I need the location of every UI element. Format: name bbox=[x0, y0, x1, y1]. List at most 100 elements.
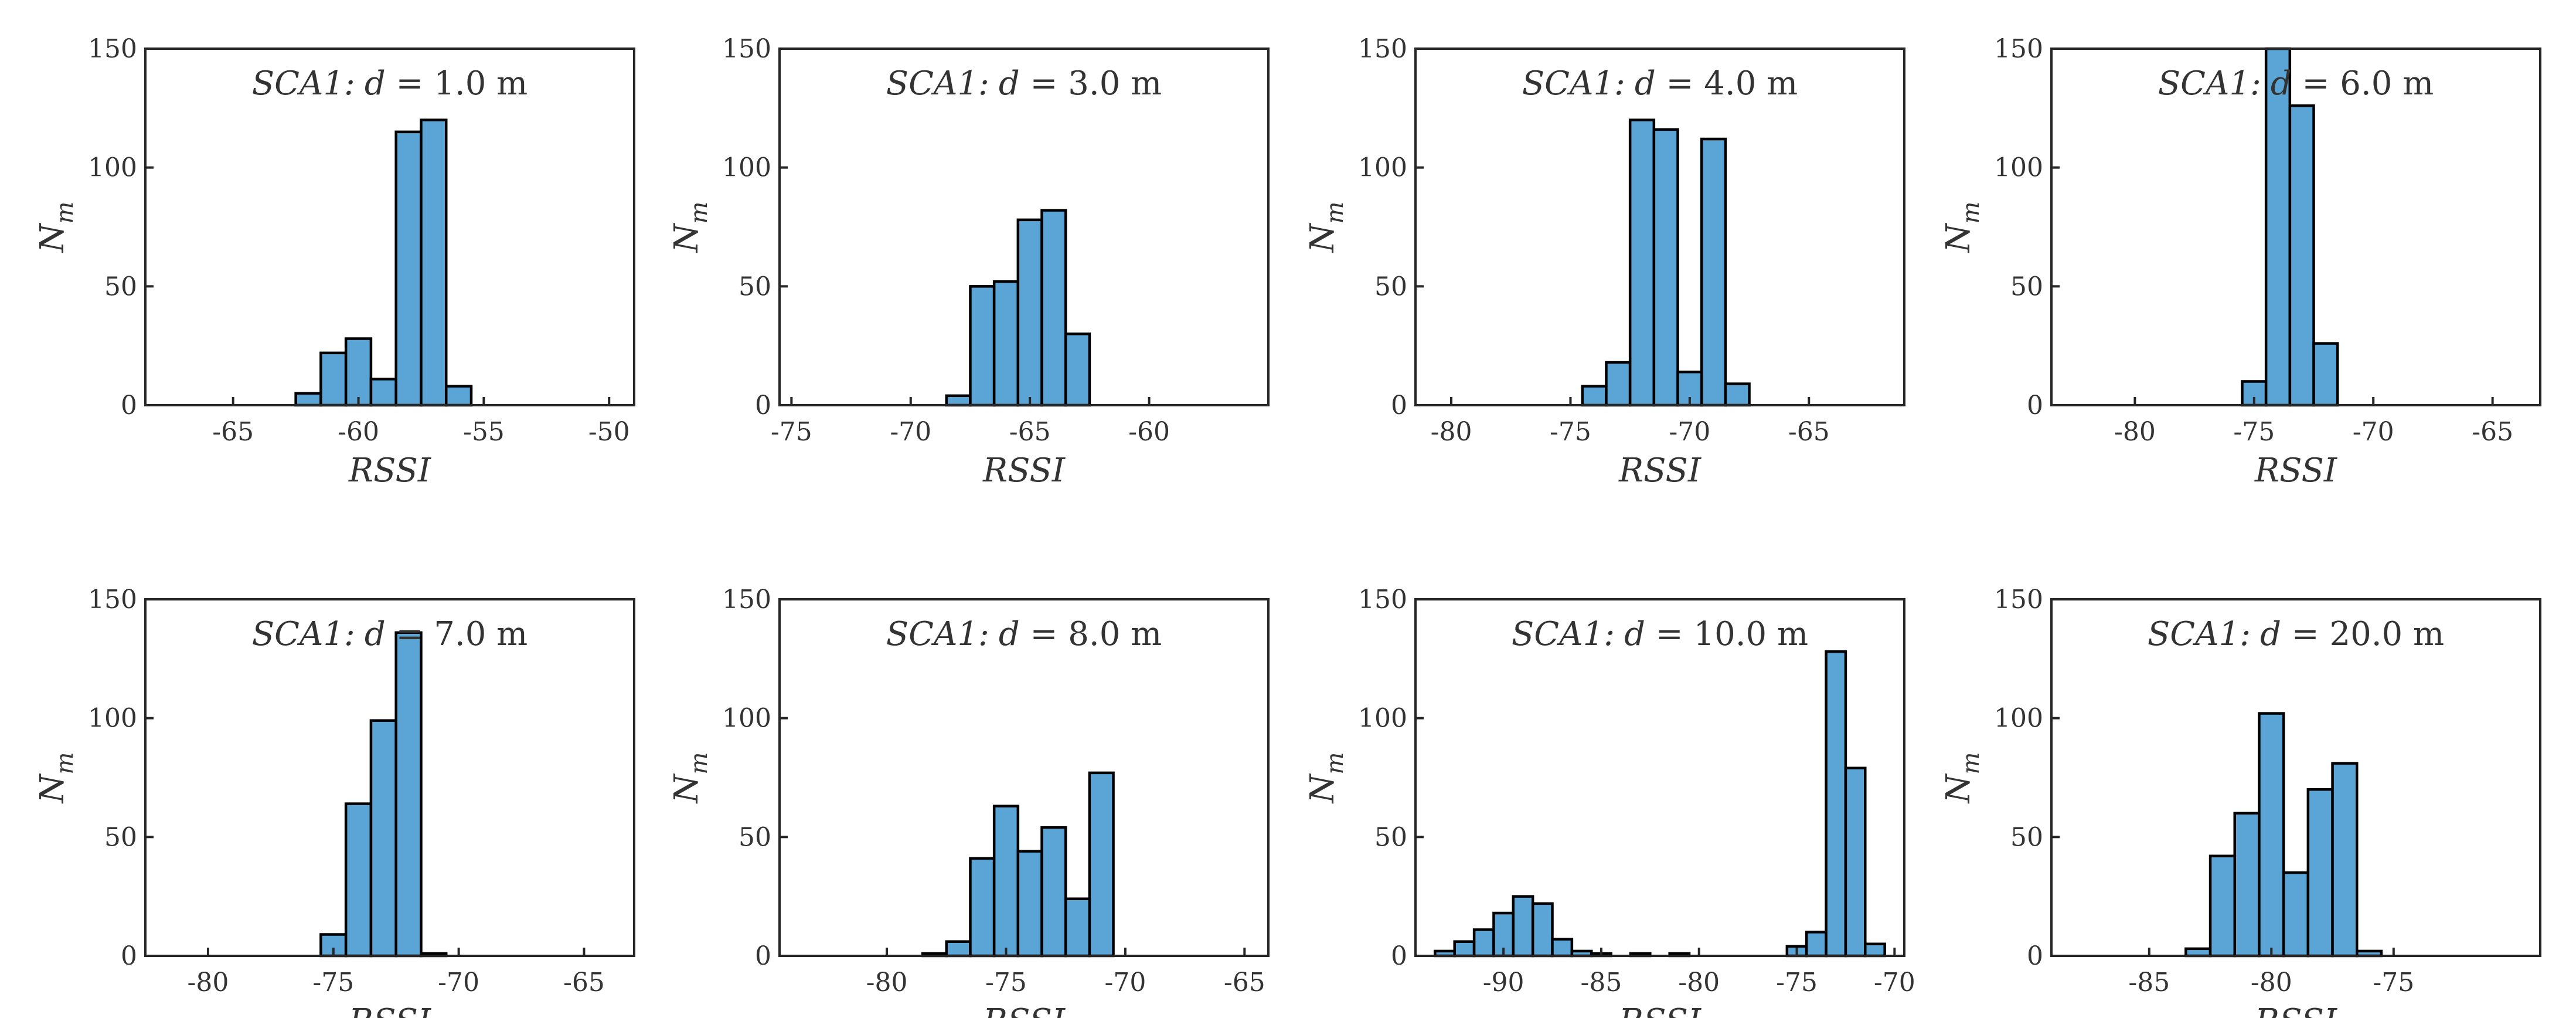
y-tick-label: 0 bbox=[755, 391, 771, 420]
title-value: 4.0 m bbox=[1704, 65, 1798, 103]
y-tick-label: 0 bbox=[121, 941, 137, 971]
histogram-bar bbox=[1064, 332, 1091, 407]
histogram-bar bbox=[1605, 361, 1632, 407]
x-tick-label: -70 bbox=[1669, 417, 1710, 447]
histogram-bar bbox=[1864, 942, 1886, 958]
y-tick-label: 50 bbox=[104, 822, 137, 852]
histogram-panel: 0 50 100 150 -80 -75 -70 -65 RSSI Nm SCA1: d = 7.0 … bbox=[33, 585, 635, 1018]
histogram-bar bbox=[1825, 650, 1847, 958]
y-tick-label: 150 bbox=[1358, 34, 1407, 64]
histogram-bar bbox=[2282, 871, 2310, 958]
title-value: 20.0 m bbox=[2329, 615, 2444, 653]
y-axis-label: Nm bbox=[668, 752, 713, 805]
title-value: 8.0 m bbox=[1068, 615, 1162, 653]
histogram-panel: 0 50 100 150 -80 -75 -70 -65 RSSI Nm SCA1: d = 4.0 … bbox=[1304, 34, 1905, 490]
title-prefix: SCA1: bbox=[2148, 615, 2251, 653]
title-variable: d bbox=[1635, 65, 1656, 103]
y-tick-label: 50 bbox=[1374, 822, 1407, 852]
histogram-bar bbox=[344, 802, 373, 958]
histogram-bar bbox=[1040, 209, 1067, 407]
y-tick-label: 50 bbox=[739, 272, 771, 301]
title-equals: = bbox=[2281, 615, 2330, 653]
y-tick-label: 150 bbox=[1358, 585, 1407, 615]
x-tick-label: -75 bbox=[312, 968, 354, 997]
histogram-panel: 0 50 100 150 -80 -75 -70 -65 RSSI Nm SCA1: d = 6.0 … bbox=[1939, 34, 2541, 490]
histogram-bar bbox=[444, 385, 473, 407]
histogram-bar bbox=[1700, 137, 1727, 407]
histogram-bar bbox=[1805, 931, 1828, 958]
axes-frame bbox=[778, 47, 1270, 406]
histogram-bar bbox=[394, 130, 423, 407]
histogram-bar bbox=[369, 719, 397, 958]
axes-frame bbox=[778, 598, 1270, 957]
y-axis-label-subscript: m bbox=[52, 202, 79, 224]
y-tick-label: 150 bbox=[722, 585, 771, 615]
histogram-bar bbox=[992, 280, 1020, 407]
x-tick-label: -70 bbox=[1874, 968, 1915, 997]
histogram-bar bbox=[1628, 118, 1656, 407]
histogram-bar bbox=[1088, 771, 1115, 958]
title-variable: d bbox=[2271, 65, 2292, 103]
y-tick-label: 100 bbox=[1994, 704, 2043, 734]
chart-title: SCA1: d = 10.0 m bbox=[1512, 615, 1808, 653]
title-value: 1.0 m bbox=[434, 65, 528, 103]
histogram-bar bbox=[2258, 712, 2285, 958]
x-tick-label: -80 bbox=[187, 968, 229, 997]
y-tick-label: 150 bbox=[1994, 585, 2043, 615]
title-prefix: SCA1: bbox=[1512, 615, 1615, 653]
x-axis-label: RSSI bbox=[1618, 452, 1702, 490]
y-tick-label: 0 bbox=[2027, 391, 2043, 420]
title-variable: d bbox=[2260, 615, 2281, 653]
histogram-bar bbox=[945, 394, 972, 407]
y-axis-label: Nm bbox=[1304, 752, 1349, 805]
chart-title: SCA1: d = 20.0 m bbox=[2148, 615, 2444, 653]
chart-title: SCA1: d = 7.0 m bbox=[252, 615, 528, 653]
title-equals: = bbox=[386, 615, 434, 653]
histogram-bar bbox=[2264, 47, 2292, 407]
y-tick-label: 100 bbox=[1358, 153, 1407, 183]
axes-frame bbox=[2050, 598, 2541, 957]
x-axis-label: RSSI bbox=[982, 1002, 1066, 1018]
title-prefix: SCA1: bbox=[2158, 65, 2261, 103]
y-axis-label: Nm bbox=[1939, 752, 1985, 805]
y-tick-label: 100 bbox=[88, 153, 137, 183]
y-axis-label-symbol: N bbox=[668, 222, 706, 253]
x-tick-label: -65 bbox=[1788, 417, 1830, 447]
y-axis-label-symbol: N bbox=[1304, 222, 1342, 253]
title-variable: d bbox=[365, 615, 386, 653]
axes-frame bbox=[2050, 47, 2541, 406]
x-tick-label: -90 bbox=[1483, 968, 1524, 997]
y-axis-label-subscript: m bbox=[686, 202, 713, 224]
chart-title: SCA1: d = 6.0 m bbox=[2158, 65, 2434, 103]
y-axis-label-subscript: m bbox=[1958, 202, 1985, 224]
x-axis-label: RSSI bbox=[1618, 1002, 1702, 1018]
title-variable: d bbox=[365, 65, 386, 103]
x-tick-label: -75 bbox=[1776, 968, 1818, 997]
y-tick-label: 150 bbox=[88, 34, 137, 64]
y-axis-label: Nm bbox=[33, 752, 79, 805]
title-equals: = bbox=[386, 65, 434, 103]
y-axis-label: Nm bbox=[33, 202, 79, 254]
chart-title: SCA1: d = 1.0 m bbox=[252, 65, 528, 103]
title-equals: = bbox=[2292, 65, 2340, 103]
x-tick-label: -60 bbox=[338, 417, 379, 447]
histogram-bar bbox=[294, 392, 322, 407]
y-tick-label: 150 bbox=[1994, 34, 2043, 64]
y-axis-label-subscript: m bbox=[1958, 752, 1985, 775]
title-variable: d bbox=[999, 615, 1020, 653]
histogram-bar bbox=[1581, 385, 1608, 407]
chart-title: SCA1: d = 3.0 m bbox=[886, 65, 1162, 103]
x-tick-label: -80 bbox=[2251, 968, 2292, 997]
histogram-bar bbox=[1512, 895, 1534, 958]
x-tick-label: -70 bbox=[2353, 417, 2394, 447]
histogram-bar bbox=[1472, 928, 1495, 958]
histogram-bar bbox=[420, 118, 448, 407]
y-tick-label: 0 bbox=[121, 391, 137, 420]
axes-frame bbox=[144, 47, 635, 406]
x-tick-label: -65 bbox=[212, 417, 254, 447]
y-axis-label: Nm bbox=[668, 202, 713, 254]
histogram-bar bbox=[969, 285, 996, 407]
y-tick-label: 50 bbox=[2010, 272, 2043, 301]
x-tick-label: -80 bbox=[866, 968, 908, 997]
